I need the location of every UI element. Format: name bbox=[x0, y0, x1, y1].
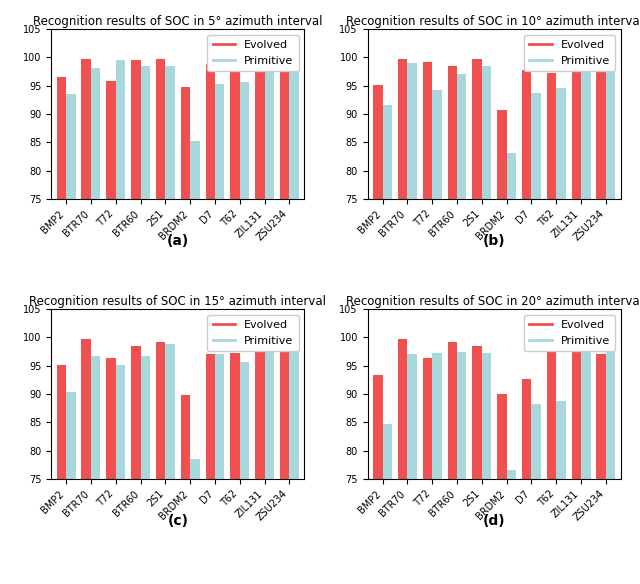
Bar bbox=[531, 404, 541, 584]
Bar bbox=[596, 60, 606, 584]
Bar bbox=[131, 346, 141, 584]
Bar bbox=[457, 352, 467, 584]
Bar bbox=[447, 66, 457, 584]
Bar bbox=[57, 77, 66, 584]
Text: (a): (a) bbox=[166, 234, 189, 248]
Bar bbox=[91, 68, 100, 584]
Title: Recognition results of SOC in 5° azimuth interval: Recognition results of SOC in 5° azimuth… bbox=[33, 15, 323, 28]
Bar bbox=[407, 63, 417, 584]
Legend: Evolved, Primitive: Evolved, Primitive bbox=[207, 35, 299, 71]
Bar bbox=[289, 63, 299, 584]
Bar bbox=[606, 66, 615, 584]
Bar bbox=[572, 338, 581, 584]
Bar bbox=[482, 353, 492, 584]
Bar bbox=[423, 358, 432, 584]
Bar bbox=[165, 66, 175, 584]
Bar bbox=[373, 85, 383, 584]
Bar bbox=[205, 354, 215, 584]
Bar bbox=[522, 71, 531, 584]
Bar bbox=[265, 343, 274, 584]
Bar bbox=[556, 88, 566, 584]
Bar bbox=[230, 353, 240, 584]
Title: Recognition results of SOC in 15° azimuth interval: Recognition results of SOC in 15° azimut… bbox=[29, 295, 326, 308]
Bar bbox=[81, 339, 91, 584]
Bar bbox=[205, 64, 215, 584]
Bar bbox=[215, 354, 225, 584]
Bar bbox=[547, 73, 556, 584]
Bar bbox=[472, 346, 482, 584]
Bar bbox=[497, 110, 507, 584]
Bar bbox=[606, 341, 615, 584]
Bar bbox=[373, 376, 383, 584]
Bar bbox=[230, 60, 240, 584]
Bar bbox=[106, 358, 116, 584]
Bar bbox=[165, 344, 175, 584]
Bar bbox=[581, 349, 591, 584]
Bar bbox=[190, 458, 200, 584]
Bar bbox=[215, 84, 225, 584]
Bar bbox=[507, 153, 516, 584]
Bar bbox=[81, 59, 91, 584]
Bar bbox=[106, 81, 116, 584]
Bar bbox=[280, 64, 289, 584]
Bar bbox=[556, 401, 566, 584]
Bar bbox=[180, 88, 190, 584]
Bar bbox=[432, 353, 442, 584]
Bar bbox=[547, 350, 556, 584]
Legend: Evolved, Primitive: Evolved, Primitive bbox=[524, 35, 615, 71]
Bar bbox=[407, 354, 417, 584]
Bar bbox=[280, 342, 289, 584]
Bar bbox=[116, 364, 125, 584]
Bar bbox=[457, 74, 467, 584]
Title: Recognition results of SOC in 20° azimuth interval: Recognition results of SOC in 20° azimut… bbox=[346, 295, 640, 308]
Bar bbox=[255, 339, 265, 584]
Text: (b): (b) bbox=[483, 234, 506, 248]
Bar bbox=[156, 59, 165, 584]
Bar bbox=[497, 394, 507, 584]
Bar bbox=[66, 392, 76, 584]
Bar bbox=[383, 105, 392, 584]
Bar bbox=[531, 92, 541, 584]
Bar bbox=[66, 94, 76, 584]
Bar bbox=[472, 59, 482, 584]
Bar bbox=[91, 356, 100, 584]
Bar bbox=[116, 60, 125, 584]
Bar bbox=[141, 356, 150, 584]
Bar bbox=[447, 342, 457, 584]
Bar bbox=[131, 60, 141, 584]
Bar bbox=[190, 141, 200, 584]
Legend: Evolved, Primitive: Evolved, Primitive bbox=[524, 315, 615, 352]
Bar bbox=[57, 364, 66, 584]
Bar bbox=[240, 362, 249, 584]
Text: (c): (c) bbox=[167, 514, 188, 528]
Bar bbox=[255, 57, 265, 584]
Bar bbox=[572, 57, 581, 584]
Bar bbox=[398, 339, 407, 584]
Bar bbox=[289, 351, 299, 584]
Bar bbox=[423, 62, 432, 584]
Bar bbox=[265, 60, 274, 584]
Bar bbox=[432, 90, 442, 584]
Bar bbox=[383, 424, 392, 584]
Text: (d): (d) bbox=[483, 514, 506, 528]
Bar bbox=[180, 395, 190, 584]
Bar bbox=[240, 82, 249, 584]
Legend: Evolved, Primitive: Evolved, Primitive bbox=[207, 315, 299, 352]
Bar bbox=[398, 59, 407, 584]
Bar bbox=[522, 379, 531, 584]
Bar bbox=[141, 66, 150, 584]
Title: Recognition results of SOC in 10° azimuth interval: Recognition results of SOC in 10° azimut… bbox=[346, 15, 640, 28]
Bar bbox=[482, 66, 492, 584]
Bar bbox=[581, 60, 591, 584]
Bar bbox=[596, 354, 606, 584]
Bar bbox=[156, 342, 165, 584]
Bar bbox=[507, 470, 516, 584]
